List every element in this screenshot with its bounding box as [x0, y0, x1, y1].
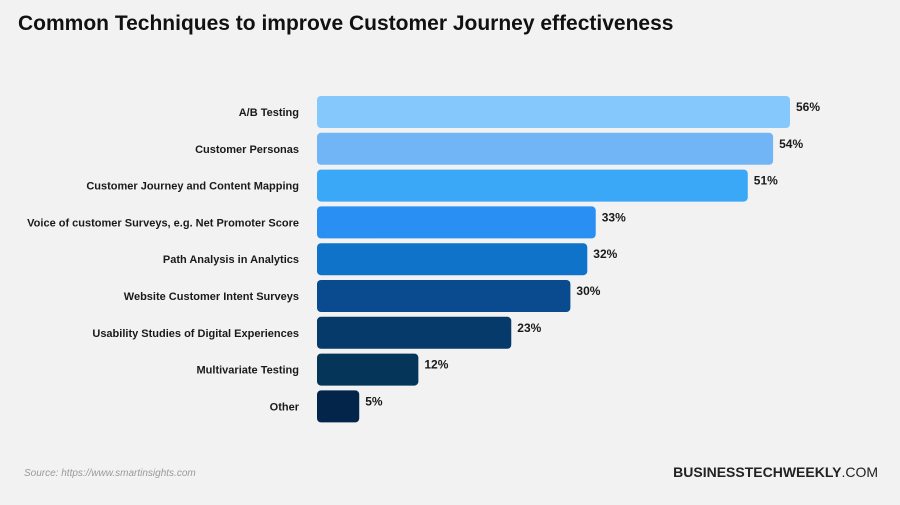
bar	[317, 353, 419, 386]
bar	[317, 243, 588, 276]
category-label: Multivariate Testing	[197, 365, 299, 377]
chart-title: Common Techniques to improve Customer Jo…	[18, 12, 674, 35]
value-label: 56%	[796, 100, 820, 114]
bar	[317, 316, 512, 349]
bar	[317, 206, 596, 239]
brand-name: BUSINESSTECHWEEKLY	[673, 464, 842, 480]
bar	[317, 280, 571, 312]
value-label: 54%	[779, 137, 803, 151]
bar	[317, 390, 360, 423]
bar	[317, 96, 790, 128]
value-label: 5%	[365, 394, 383, 408]
value-label: 33%	[602, 210, 626, 224]
value-label: 51%	[754, 174, 778, 188]
category-label: Customer Personas	[195, 144, 299, 156]
value-label: 12%	[424, 358, 448, 372]
category-label: Other	[270, 401, 300, 413]
source-note: Source: https://www.smartinsights.com	[24, 468, 196, 479]
category-label: Path Analysis in Analytics	[163, 254, 299, 266]
value-label: 32%	[593, 247, 617, 261]
category-label: Voice of customer Surveys, e.g. Net Prom…	[27, 217, 299, 229]
brand-logo: BUSINESSTECHWEEKLY.COM	[673, 464, 878, 480]
brand-domain: .COM	[841, 464, 878, 480]
value-label: 30%	[576, 284, 600, 298]
category-label: Customer Journey and Content Mapping	[86, 181, 299, 193]
bar	[317, 169, 748, 202]
bar	[317, 132, 774, 165]
category-label: Website Customer Intent Surveys	[124, 291, 299, 303]
category-label: Usability Studies of Digital Experiences	[92, 328, 299, 340]
value-label: 23%	[517, 321, 541, 335]
category-label: A/B Testing	[239, 107, 299, 119]
